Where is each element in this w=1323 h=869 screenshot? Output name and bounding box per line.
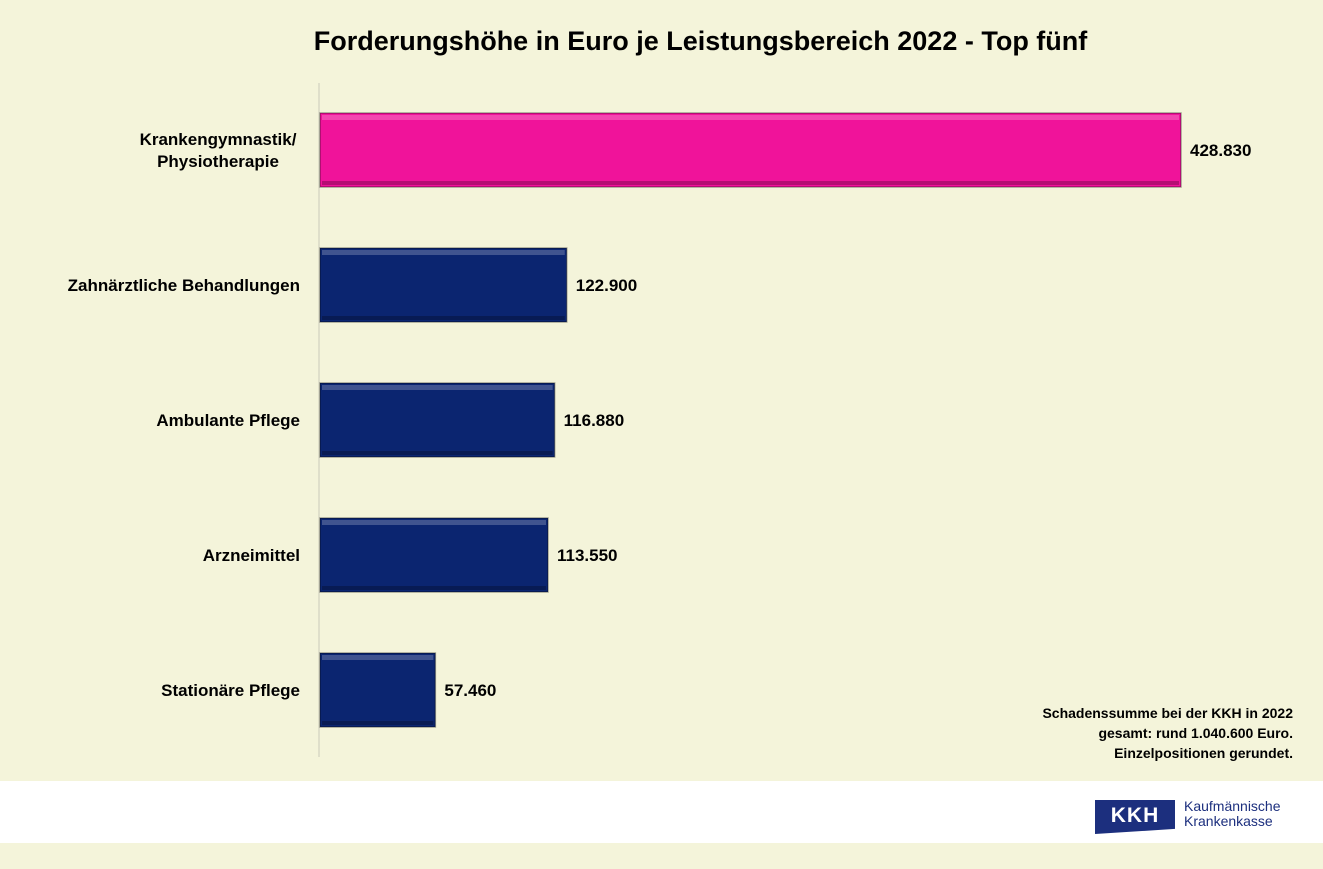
category-label: Physiotherapie bbox=[157, 152, 279, 171]
bar bbox=[319, 112, 1182, 188]
note-line: Einzelpositionen gerundet. bbox=[1114, 745, 1293, 761]
value-label: 428.830 bbox=[1190, 141, 1251, 160]
category-label: Ambulante Pflege bbox=[156, 411, 300, 430]
bar-bevel bbox=[322, 655, 434, 660]
bar bbox=[319, 247, 568, 323]
bar-bevel bbox=[322, 520, 546, 525]
chart-title: Forderungshöhe in Euro je Leistungsberei… bbox=[313, 26, 1088, 56]
bar bbox=[319, 382, 556, 458]
bar-bevel bbox=[322, 451, 553, 455]
total-note: Schadenssumme bei der KKH in 2022 gesamt… bbox=[1042, 703, 1293, 763]
bar-bevel bbox=[322, 115, 1179, 120]
value-label: 57.460 bbox=[444, 681, 496, 700]
category-label: Krankengymnastik/ bbox=[140, 130, 297, 149]
bar bbox=[319, 517, 549, 593]
bar-bevel bbox=[322, 316, 565, 320]
bar-bevel bbox=[322, 181, 1179, 185]
bar-bevel bbox=[322, 250, 565, 255]
logo-line: Kaufmännische bbox=[1184, 798, 1281, 814]
note-line: Schadenssumme bei der KKH in 2022 bbox=[1042, 705, 1293, 721]
value-label: 116.880 bbox=[564, 411, 625, 430]
bar-bevel bbox=[322, 586, 546, 590]
category-label: Arzneimittel bbox=[203, 546, 300, 565]
bar bbox=[319, 652, 437, 728]
bar-bevel bbox=[322, 385, 553, 390]
note-line: gesamt: rund 1.040.600 Euro. bbox=[1098, 725, 1293, 741]
logo-text: Kaufmännische Krankenkasse bbox=[1184, 799, 1281, 829]
logo-line: Krankenkasse bbox=[1184, 813, 1273, 829]
value-label: 113.550 bbox=[557, 546, 618, 565]
category-label: Zahnärztliche Behandlungen bbox=[68, 276, 300, 295]
category-label: Stationäre Pflege bbox=[161, 681, 300, 700]
bar-bevel bbox=[322, 721, 434, 725]
kkh-logo: KKH bbox=[1095, 800, 1175, 834]
value-label: 122.900 bbox=[576, 276, 637, 295]
